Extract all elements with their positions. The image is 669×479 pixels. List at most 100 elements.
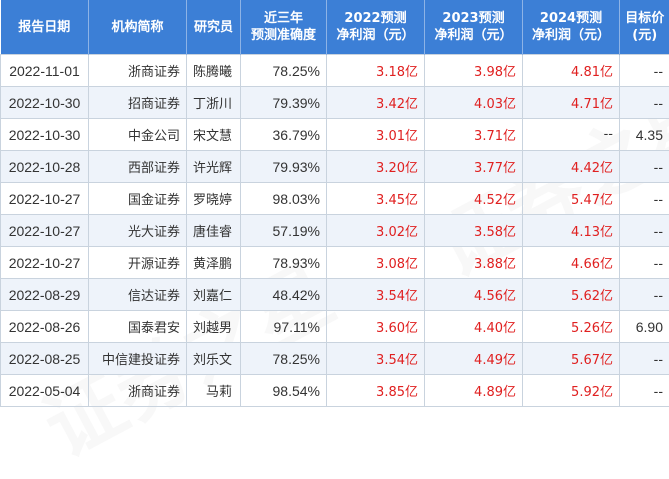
cell-2024-forecast: 5.67亿 xyxy=(523,343,620,375)
cell-org: 开源证券 xyxy=(89,247,187,279)
cell-2022-forecast: 3.45亿 xyxy=(327,183,425,215)
cell-org: 国金证券 xyxy=(89,183,187,215)
cell-org: 浙商证券 xyxy=(89,375,187,407)
cell-analyst: 陈腾曦 xyxy=(187,55,241,87)
cell-org: 招商证券 xyxy=(89,87,187,119)
cell-2024-forecast: 5.47亿 xyxy=(523,183,620,215)
cell-2023-forecast: 4.89亿 xyxy=(425,375,523,407)
cell-date: 2022-05-04 xyxy=(1,375,89,407)
header-analyst: 研究员 xyxy=(187,0,241,55)
cell-accuracy: 36.79% xyxy=(241,119,327,151)
header-target-price: 目标价(元) xyxy=(620,0,669,55)
cell-accuracy: 78.25% xyxy=(241,343,327,375)
cell-2024-forecast: 5.62亿 xyxy=(523,279,620,311)
cell-2024-forecast: -- xyxy=(523,119,620,151)
cell-2023-forecast: 4.52亿 xyxy=(425,183,523,215)
cell-org: 信达证券 xyxy=(89,279,187,311)
cell-analyst: 黄泽鹏 xyxy=(187,247,241,279)
cell-date: 2022-08-29 xyxy=(1,279,89,311)
cell-2024-forecast: 4.81亿 xyxy=(523,55,620,87)
cell-2022-forecast: 3.01亿 xyxy=(327,119,425,151)
cell-date: 2022-10-27 xyxy=(1,247,89,279)
header-2023-forecast: 2023预测净利润（元） xyxy=(425,0,523,55)
cell-2023-forecast: 3.77亿 xyxy=(425,151,523,183)
cell-2024-forecast: 4.66亿 xyxy=(523,247,620,279)
cell-2022-forecast: 3.85亿 xyxy=(327,375,425,407)
cell-org: 光大证券 xyxy=(89,215,187,247)
cell-target-price: -- xyxy=(620,55,669,87)
cell-analyst: 许光辉 xyxy=(187,151,241,183)
cell-2023-forecast: 3.88亿 xyxy=(425,247,523,279)
cell-2024-forecast: 4.13亿 xyxy=(523,215,620,247)
cell-2022-forecast: 3.54亿 xyxy=(327,279,425,311)
cell-accuracy: 48.42% xyxy=(241,279,327,311)
cell-accuracy: 78.25% xyxy=(241,55,327,87)
cell-org: 西部证券 xyxy=(89,151,187,183)
header-date: 报告日期 xyxy=(1,0,89,55)
cell-date: 2022-10-27 xyxy=(1,183,89,215)
cell-date: 2022-10-28 xyxy=(1,151,89,183)
cell-2023-forecast: 3.58亿 xyxy=(425,215,523,247)
cell-org: 中金公司 xyxy=(89,119,187,151)
table-header-row: 报告日期 机构简称 研究员 近三年预测准确度 2022预测净利润（元） 2023… xyxy=(1,0,669,55)
cell-2023-forecast: 4.49亿 xyxy=(425,343,523,375)
cell-accuracy: 98.54% xyxy=(241,375,327,407)
cell-analyst: 刘越男 xyxy=(187,311,241,343)
cell-2022-forecast: 3.60亿 xyxy=(327,311,425,343)
cell-2022-forecast: 3.08亿 xyxy=(327,247,425,279)
cell-2023-forecast: 4.03亿 xyxy=(425,87,523,119)
cell-accuracy: 97.11% xyxy=(241,311,327,343)
cell-analyst: 丁浙川 xyxy=(187,87,241,119)
cell-target-price: -- xyxy=(620,215,669,247)
cell-date: 2022-08-25 xyxy=(1,343,89,375)
cell-analyst: 刘乐文 xyxy=(187,343,241,375)
cell-accuracy: 79.93% xyxy=(241,151,327,183)
cell-analyst: 马莉 xyxy=(187,375,241,407)
cell-date: 2022-10-30 xyxy=(1,87,89,119)
cell-target-price: 6.90 xyxy=(620,311,669,343)
cell-date: 2022-11-01 xyxy=(1,55,89,87)
cell-accuracy: 98.03% xyxy=(241,183,327,215)
cell-target-price: -- xyxy=(620,87,669,119)
cell-target-price: -- xyxy=(620,375,669,407)
header-org: 机构简称 xyxy=(89,0,187,55)
header-2022-forecast: 2022预测净利润（元） xyxy=(327,0,425,55)
cell-2024-forecast: 4.71亿 xyxy=(523,87,620,119)
cell-2024-forecast: 4.42亿 xyxy=(523,151,620,183)
cell-2024-forecast: 5.26亿 xyxy=(523,311,620,343)
header-accuracy: 近三年预测准确度 xyxy=(241,0,327,55)
cell-target-price: -- xyxy=(620,247,669,279)
cell-date: 2022-10-30 xyxy=(1,119,89,151)
forecast-table: 报告日期 机构简称 研究员 近三年预测准确度 2022预测净利润（元） 2023… xyxy=(0,0,669,407)
cell-2023-forecast: 4.40亿 xyxy=(425,311,523,343)
cell-accuracy: 79.39% xyxy=(241,87,327,119)
cell-2022-forecast: 3.18亿 xyxy=(327,55,425,87)
cell-org: 国泰君安 xyxy=(89,311,187,343)
cell-2023-forecast: 3.71亿 xyxy=(425,119,523,151)
cell-2022-forecast: 3.42亿 xyxy=(327,87,425,119)
cell-2024-forecast: 5.92亿 xyxy=(523,375,620,407)
cell-analyst: 宋文慧 xyxy=(187,119,241,151)
cell-target-price: -- xyxy=(620,343,669,375)
cell-date: 2022-08-26 xyxy=(1,311,89,343)
cell-accuracy: 78.93% xyxy=(241,247,327,279)
cell-2022-forecast: 3.20亿 xyxy=(327,151,425,183)
header-2024-forecast: 2024预测净利润（元） xyxy=(523,0,620,55)
cell-analyst: 唐佳睿 xyxy=(187,215,241,247)
cell-target-price: -- xyxy=(620,279,669,311)
cell-2022-forecast: 3.02亿 xyxy=(327,215,425,247)
cell-target-price: -- xyxy=(620,183,669,215)
cell-2023-forecast: 4.56亿 xyxy=(425,279,523,311)
cell-date: 2022-10-27 xyxy=(1,215,89,247)
